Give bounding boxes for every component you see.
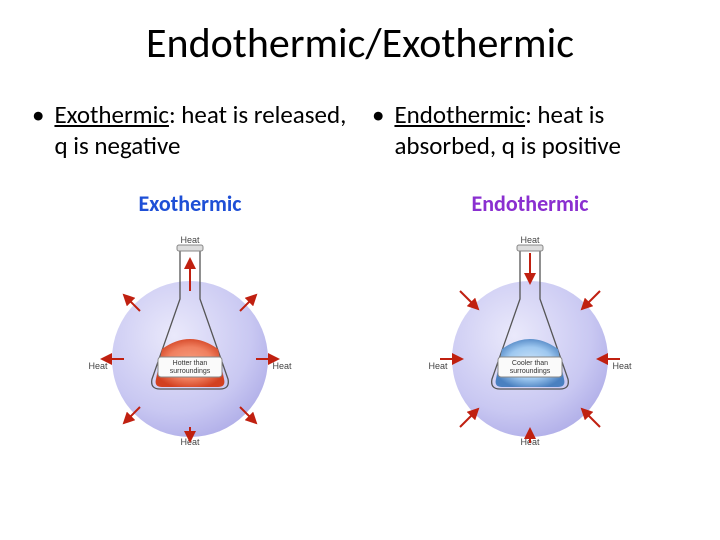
left-bullet-text: Exothermic: heat is released, q is negat… xyxy=(54,99,350,162)
inner-label-line1: Hotter than xyxy=(173,360,208,367)
right-bullet-text: Endothermic: heat is absorbed, q is posi… xyxy=(394,99,690,162)
right-bullet: • Endothermic: heat is absorbed, q is po… xyxy=(370,99,690,162)
inner-label-line2: surroundings xyxy=(510,368,551,375)
right-column: • Endothermic: heat is absorbed, q is po… xyxy=(370,99,690,449)
left-diagram: Heat Heat Heat Heat xyxy=(30,229,350,449)
heat-label-right: Heat xyxy=(612,361,632,371)
heat-label-left: Heat xyxy=(88,361,108,371)
left-diagram-title: Exothermic xyxy=(30,190,350,217)
columns-container: • Exothermic: heat is released, q is neg… xyxy=(0,99,720,449)
right-bullet-term: Endothermic xyxy=(394,99,525,130)
inner-label-line2: surroundings xyxy=(170,368,211,375)
right-diagram-title: Endothermic xyxy=(370,190,690,217)
heat-label-top: Heat xyxy=(520,235,540,245)
endothermic-svg: Heat Heat Heat Heat xyxy=(420,229,640,449)
heat-label-right: Heat xyxy=(272,361,292,371)
heat-label-left: Heat xyxy=(428,361,448,371)
inner-label-line1: Cooler than xyxy=(512,360,548,367)
left-bullet-term: Exothermic xyxy=(54,99,169,130)
left-column: • Exothermic: heat is released, q is neg… xyxy=(30,99,350,449)
heat-label-top: Heat xyxy=(180,235,200,245)
left-bullet: • Exothermic: heat is released, q is neg… xyxy=(30,99,350,162)
bullet-dot-icon: • xyxy=(370,99,394,162)
bullet-dot-icon: • xyxy=(30,99,54,162)
exothermic-svg: Heat Heat Heat Heat xyxy=(80,229,300,449)
page-title: Endothermic/Exothermic xyxy=(0,0,720,99)
right-diagram: Heat Heat Heat Heat xyxy=(370,229,690,449)
